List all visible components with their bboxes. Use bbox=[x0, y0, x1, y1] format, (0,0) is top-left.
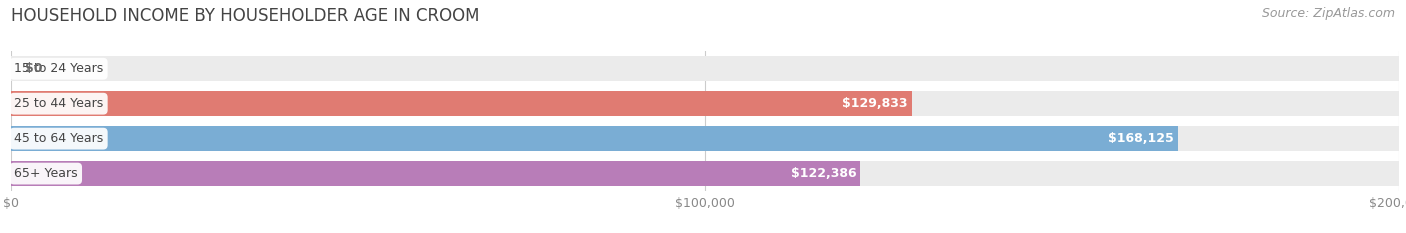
Bar bbox=[11, 161, 1399, 186]
Text: HOUSEHOLD INCOME BY HOUSEHOLDER AGE IN CROOM: HOUSEHOLD INCOME BY HOUSEHOLDER AGE IN C… bbox=[11, 7, 479, 25]
Bar bbox=[11, 126, 1399, 151]
Text: 25 to 44 Years: 25 to 44 Years bbox=[14, 97, 103, 110]
Text: $168,125: $168,125 bbox=[1108, 132, 1174, 145]
Text: 15 to 24 Years: 15 to 24 Years bbox=[14, 62, 103, 75]
Bar bbox=[11, 161, 860, 186]
Text: 45 to 64 Years: 45 to 64 Years bbox=[14, 132, 103, 145]
Text: $122,386: $122,386 bbox=[790, 167, 856, 180]
Bar bbox=[11, 56, 1399, 81]
Bar bbox=[11, 91, 912, 116]
Bar bbox=[11, 126, 1178, 151]
Text: $129,833: $129,833 bbox=[842, 97, 908, 110]
Bar bbox=[11, 91, 1399, 116]
Text: $0: $0 bbox=[25, 62, 42, 75]
Text: 65+ Years: 65+ Years bbox=[14, 167, 77, 180]
Text: Source: ZipAtlas.com: Source: ZipAtlas.com bbox=[1261, 7, 1395, 20]
